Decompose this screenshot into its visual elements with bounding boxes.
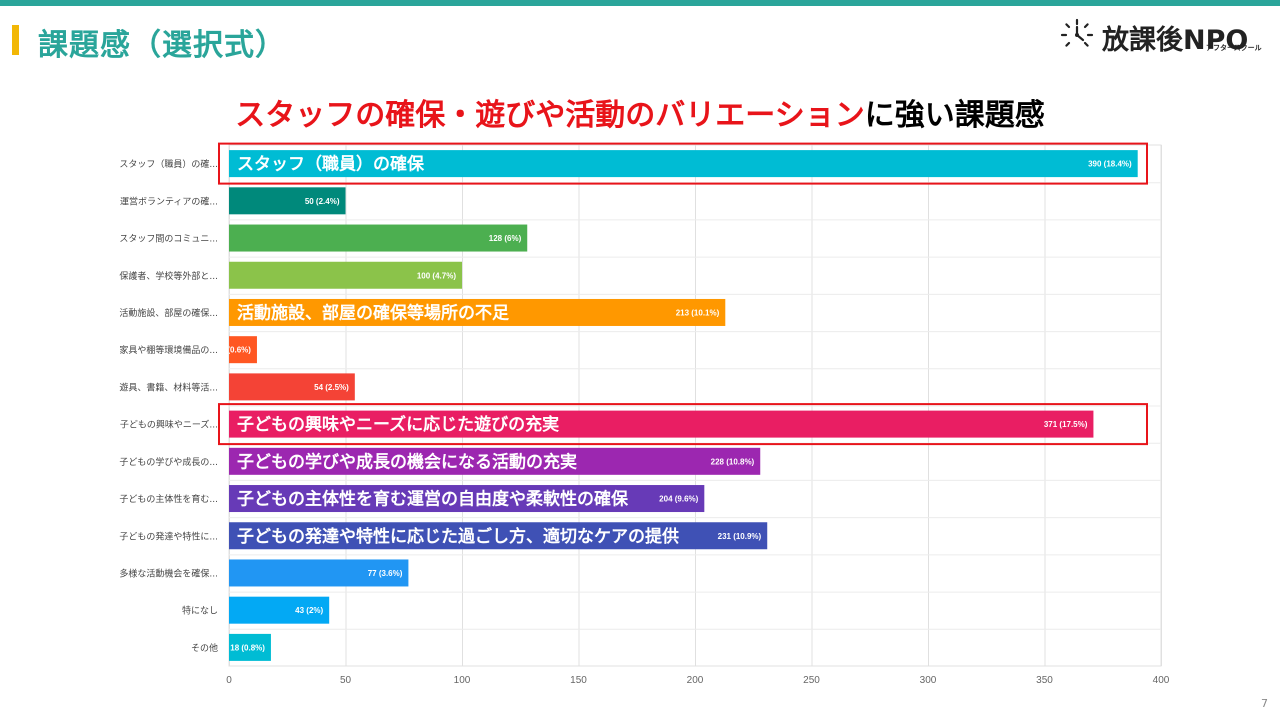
bar-callout-label: 子どもの興味やニーズに応じた遊びの充実	[237, 414, 559, 435]
category-label: スタッフ間のコミュニ...	[119, 234, 218, 245]
x-tick-label: 50	[340, 675, 352, 686]
highlight-box	[218, 142, 1148, 185]
logo-name: 放課後NPO	[1102, 25, 1249, 56]
category-label: 遊具、書籍、材料等活...	[119, 381, 218, 393]
bar-callout-label: 活動施設、部屋の確保等場所の不足	[237, 302, 509, 323]
bar	[229, 224, 528, 252]
data-label: 18 (0.8%)	[230, 643, 265, 652]
category-label: 家具や棚等環境備品の...	[119, 344, 218, 356]
x-tick-label: 150	[570, 675, 587, 686]
category-label: 子どもの学びや成長の...	[119, 456, 218, 468]
category-label: 活動施設、部屋の確保...	[119, 307, 218, 319]
bar	[229, 559, 409, 587]
data-label: 204 (9.6%)	[659, 495, 698, 504]
category-label: 子どもの発達や特性に...	[119, 530, 218, 542]
bar	[229, 596, 330, 624]
category-label: その他	[191, 642, 218, 654]
headline-rest: に強い課題感	[864, 98, 1045, 133]
data-label: 371 (17.5%)	[1044, 420, 1088, 429]
x-tick-label: 0	[226, 675, 232, 686]
slide-title: 課題感（選択式）	[38, 28, 286, 63]
x-tick-label: 200	[687, 675, 704, 686]
x-tick-label: 350	[1036, 675, 1053, 686]
bar-callout-label: 子どもの主体性を育む運営の自由度や柔軟性の確保	[237, 489, 629, 510]
data-label: 43 (2%)	[295, 606, 323, 615]
category-label: 子どもの興味やニーズ...	[120, 419, 218, 431]
bar	[229, 187, 346, 215]
data-label: 12 (0.6%)	[216, 346, 251, 355]
logo: 放課後NPO アフタースクール	[1058, 16, 1273, 56]
category-label: 子どもの主体性を育む...	[119, 493, 218, 505]
bar-callout-label: 子どもの学びや成長の機会になる活動の充実	[237, 451, 577, 472]
highlight-box	[218, 403, 1148, 446]
category-label: 保護者、学校等外部と...	[119, 270, 218, 282]
bar	[229, 522, 768, 550]
headline: スタッフの確保・遊びや活動のバリエーションに強い課題感	[0, 90, 1280, 134]
data-label: 213 (10.1%)	[676, 308, 720, 317]
bar	[229, 336, 257, 364]
title-marker	[12, 25, 19, 55]
category-label: 運営ボランティアの確...	[120, 195, 218, 207]
category-label: 多様な活動機会を確保...	[119, 567, 218, 579]
page-number: 7	[1261, 697, 1268, 710]
logo-subtitle: アフタースクール	[1206, 44, 1262, 52]
bar	[229, 485, 705, 513]
bar-callout-label: スタッフ（職員）の確保	[237, 154, 425, 175]
data-label: 54 (2.5%)	[314, 383, 349, 392]
x-tick-label: 100	[454, 675, 471, 686]
bar	[229, 447, 761, 475]
bar-callout-label: 子どもの発達や特性に応じた過ごし方、適切なケアの提供	[237, 526, 679, 547]
category-label: スタッフ（職員）の確...	[119, 158, 218, 170]
bar	[229, 410, 1094, 438]
x-tick-label: 250	[803, 675, 820, 686]
bar	[229, 633, 271, 661]
category-label: 特になし	[182, 605, 218, 617]
clock-icon	[1060, 18, 1094, 47]
bar	[229, 298, 726, 326]
data-label: 128 (6%)	[489, 234, 522, 243]
data-label: 231 (10.9%)	[718, 532, 762, 541]
bar	[229, 261, 462, 289]
x-tick-label: 300	[920, 675, 937, 686]
data-label: 50 (2.4%)	[305, 197, 340, 206]
x-tick-label: 400	[1153, 675, 1170, 686]
data-label: 228 (10.8%)	[711, 457, 755, 466]
data-label: 100 (4.7%)	[417, 271, 456, 280]
top-accent-rule	[0, 0, 1280, 6]
headline-highlight: スタッフの確保・遊びや活動のバリエーション	[235, 98, 865, 133]
bar	[229, 373, 355, 401]
data-label: 390 (18.4%)	[1088, 160, 1132, 169]
bar	[229, 150, 1138, 178]
data-label: 77 (3.6%)	[368, 569, 403, 578]
